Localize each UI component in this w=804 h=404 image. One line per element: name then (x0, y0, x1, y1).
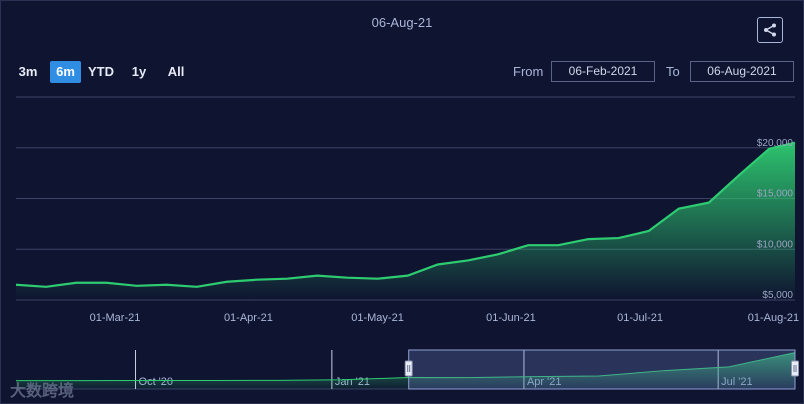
chart-title: 06-Aug-21 (371, 15, 433, 30)
y-tick-label: $20,000 (757, 138, 794, 149)
x-tick-label: 01-Aug-21 (748, 312, 799, 324)
x-tick-label: 01-May-21 (351, 312, 404, 324)
y-tick-label: $10,000 (757, 239, 794, 250)
from-label: From (513, 64, 544, 79)
navigator-selection (408, 349, 796, 390)
range-button-ytd[interactable]: YTD (88, 64, 114, 79)
from-date-input[interactable]: 06-Feb-2021 (551, 61, 655, 82)
range-button-all[interactable]: All (167, 64, 185, 79)
y-tick-label: $15,000 (757, 189, 794, 200)
series-line (15, 141, 796, 288)
to-date-input[interactable]: 06-Aug-2021 (690, 61, 794, 82)
x-tick-label: 01-Jul-21 (617, 312, 663, 324)
x-tick-label: 01-Apr-21 (224, 312, 273, 324)
range-button-6m[interactable]: 6m (50, 61, 81, 83)
share-button[interactable] (757, 17, 783, 43)
share-icon (764, 23, 776, 37)
series-area (16, 142, 795, 300)
navigator-handle-right[interactable] (791, 360, 799, 377)
watermark-logo: 大数跨境 (10, 383, 75, 400)
x-tick-label: 01-Jun-21 (486, 312, 536, 324)
range-button-3m[interactable]: 3m (18, 64, 38, 79)
range-button-1y[interactable]: 1y (131, 64, 147, 79)
y-tick-label: $5,000 (762, 290, 793, 301)
x-tick-label: 01-Mar-21 (90, 312, 141, 324)
navigator-handle-left[interactable] (404, 360, 413, 377)
navigator-area (16, 352, 795, 389)
to-label: To (666, 64, 680, 79)
